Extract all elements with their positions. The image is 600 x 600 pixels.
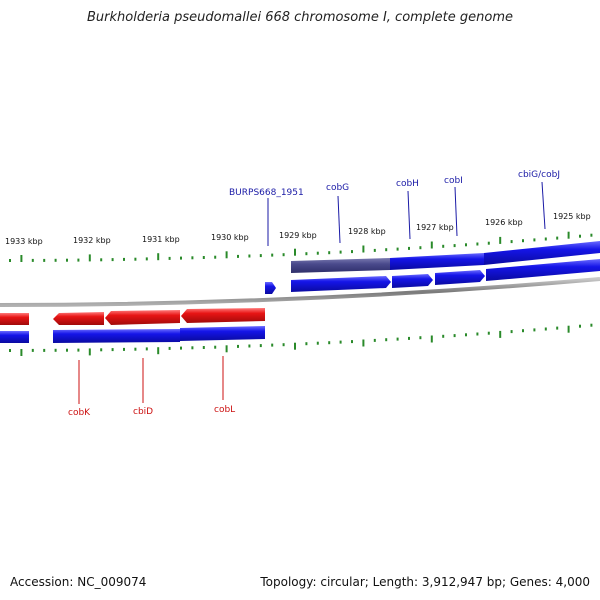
kbp-label: 1931 kbp	[142, 235, 180, 244]
gene-label[interactable]: cbiG/cobJ	[518, 170, 560, 180]
bottom-label-leaders	[78, 356, 224, 404]
gene-feature[interactable]	[53, 329, 180, 343]
upper-tick-row	[9, 231, 593, 262]
gene-arrow[interactable]	[265, 282, 276, 294]
kbp-label: 1928 kbp	[348, 227, 386, 236]
gene-arrow[interactable]	[105, 310, 180, 325]
gene-label[interactable]: cbiD	[133, 407, 153, 417]
gene-arrow[interactable]	[435, 270, 485, 285]
gene-arrow[interactable]	[0, 313, 29, 325]
top-label-leaders	[267, 181, 546, 246]
kbp-scale-labels: 1933 kbp 1932 kbp 1931 kbp 1930 kbp 1929…	[5, 212, 591, 246]
gene-label[interactable]: cobG	[326, 183, 349, 193]
topology-label: Topology: circular; Length: 3,912,947 bp…	[260, 575, 590, 589]
accession-label: Accession: NC_009074	[10, 575, 147, 589]
gene-arrow[interactable]	[53, 312, 104, 325]
bottom-gene-labels: cobK cbiD cobL	[68, 405, 235, 418]
kbp-label: 1932 kbp	[73, 236, 111, 245]
gene-feature[interactable]	[0, 331, 29, 343]
kbp-label: 1925 kbp	[553, 212, 591, 221]
kbp-label: 1930 kbp	[211, 233, 249, 242]
chromosome-backbone	[0, 277, 600, 307]
gene-label[interactable]: cobK	[68, 408, 91, 418]
lower-tick-row	[9, 323, 593, 356]
kbp-label: 1933 kbp	[5, 237, 43, 246]
gene-arrow[interactable]	[291, 276, 391, 292]
gene-feature[interactable]	[390, 253, 484, 270]
kbp-label: 1926 kbp	[485, 218, 523, 227]
gene-label[interactable]: cobH	[396, 179, 419, 189]
kbp-label: 1927 kbp	[416, 223, 454, 232]
gene-feature[interactable]	[291, 258, 390, 273]
gene-arrow[interactable]	[181, 308, 265, 323]
gene-arrow[interactable]	[392, 274, 433, 288]
gene-arrow[interactable]	[486, 259, 600, 281]
gene-label[interactable]: cobI	[444, 176, 463, 186]
gene-feature[interactable]	[484, 241, 600, 265]
gene-label[interactable]: BURPS668_1951	[229, 188, 304, 198]
map-title: Burkholderia pseudomallei 668 chromosome…	[86, 10, 514, 25]
top-gene-labels: BURPS668_1951 cobG cobH cobI cbiG/cobJ	[229, 170, 560, 198]
kbp-label: 1929 kbp	[279, 231, 317, 240]
gene-feature[interactable]	[180, 326, 265, 341]
forward-strand-genes	[265, 241, 600, 294]
reverse-strand-genes	[0, 308, 265, 325]
gene-label[interactable]: cobL	[214, 405, 235, 415]
lower-feature-band	[0, 326, 265, 343]
